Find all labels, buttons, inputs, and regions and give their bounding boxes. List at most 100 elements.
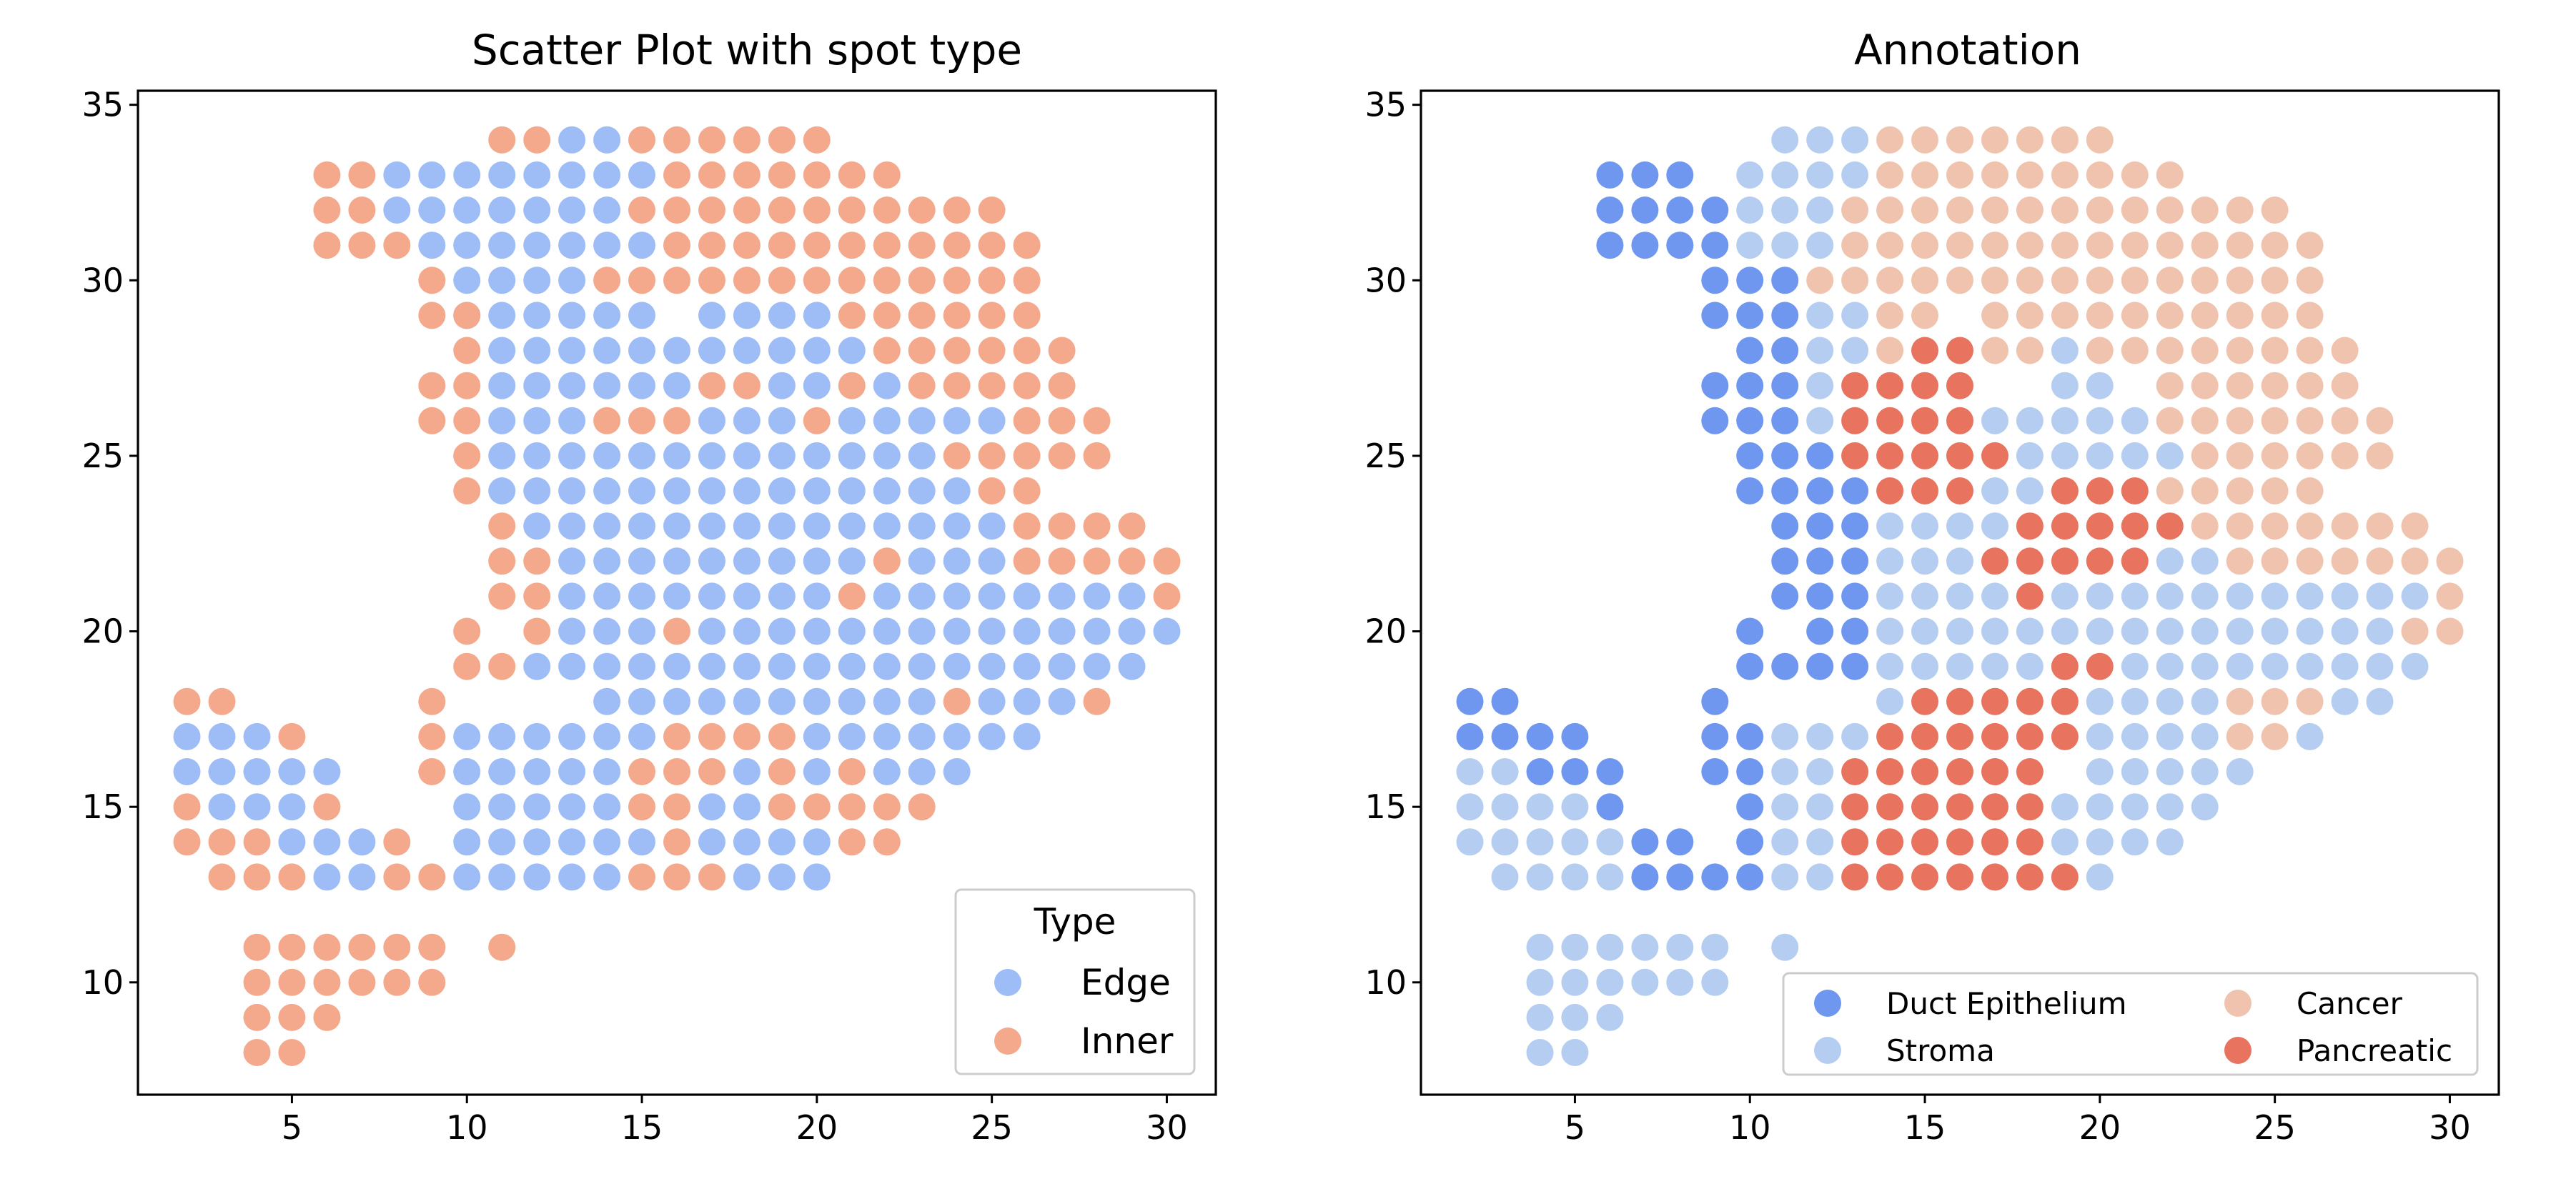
data-point [1911, 161, 1938, 189]
data-point [1736, 161, 1764, 189]
series-inner [173, 126, 1181, 1066]
data-point [488, 302, 516, 329]
data-point [1806, 582, 1834, 610]
data-point [663, 126, 690, 154]
data-point [768, 126, 796, 154]
data-point [663, 687, 690, 715]
data-point [803, 442, 831, 469]
data-point [1911, 547, 1938, 575]
data-point [943, 617, 971, 645]
data-point [558, 617, 586, 645]
data-point [733, 477, 761, 504]
y-tick-label: 30 [1364, 261, 1407, 299]
data-point [1911, 126, 1938, 154]
data-point [1736, 267, 1764, 294]
data-point [698, 372, 725, 399]
series-pancreatic [1841, 337, 2184, 891]
data-point [313, 968, 341, 996]
data-point [838, 337, 866, 364]
data-point [2121, 617, 2149, 645]
data-point [208, 687, 236, 715]
data-point [2261, 196, 2289, 224]
data-point [733, 687, 761, 715]
x-tick-label: 20 [796, 1108, 838, 1147]
data-point [1841, 547, 1869, 575]
data-point [593, 232, 621, 259]
data-point [278, 968, 306, 996]
data-point [908, 547, 936, 575]
y-tick-label: 25 [1364, 437, 1407, 475]
data-point [1981, 442, 2008, 469]
data-point [1946, 337, 1973, 364]
data-point [1561, 863, 1589, 891]
data-point [1876, 161, 1904, 189]
data-point [1911, 687, 1938, 715]
data-point [1666, 933, 1694, 961]
data-point [803, 687, 831, 715]
data-point [908, 793, 936, 821]
data-point [698, 687, 725, 715]
x-tick-label: 5 [1565, 1108, 1585, 1147]
data-point [2191, 652, 2219, 680]
data-point [593, 617, 621, 645]
data-point [2401, 582, 2429, 610]
data-point [593, 512, 621, 540]
data-point [733, 722, 761, 750]
chart-title: Annotation [1854, 26, 2081, 74]
data-point [1771, 196, 1799, 224]
data-point [2086, 863, 2114, 891]
data-point [2051, 126, 2079, 154]
data-point [2121, 302, 2149, 329]
data-point [1118, 652, 1146, 680]
data-point [1981, 863, 2008, 891]
data-point [733, 863, 761, 891]
data-point [383, 232, 411, 259]
data-point [558, 828, 586, 856]
data-point [768, 267, 796, 294]
data-point [1771, 407, 1799, 434]
data-point [1806, 126, 1834, 154]
data-point [2086, 547, 2114, 575]
x-tick-label: 10 [446, 1108, 488, 1147]
data-point [1911, 863, 1938, 891]
data-point [488, 267, 516, 294]
data-point [418, 968, 446, 996]
x-tick-label: 20 [2079, 1108, 2121, 1147]
data-point [1981, 196, 2008, 224]
data-point [1736, 758, 1764, 785]
data-point [943, 337, 971, 364]
data-point [663, 547, 690, 575]
data-point [768, 477, 796, 504]
data-point [243, 1039, 271, 1066]
data-point [838, 652, 866, 680]
data-point [1841, 161, 1869, 189]
data-point [1048, 687, 1076, 715]
legend: Duct Epithelium Stroma Cancer Pancreatic [1782, 972, 2479, 1076]
data-point [2051, 161, 2079, 189]
data-point [313, 232, 341, 259]
data-point [2366, 407, 2394, 434]
data-point [1083, 617, 1111, 645]
data-point [2366, 652, 2394, 680]
data-point [348, 161, 376, 189]
data-point [908, 722, 936, 750]
data-point [1701, 758, 1729, 785]
data-point [663, 758, 690, 785]
data-point [1013, 512, 1041, 540]
data-point [1876, 407, 1904, 434]
data-point [1841, 407, 1869, 434]
data-point [2331, 617, 2359, 645]
data-point [978, 617, 1006, 645]
data-point [803, 407, 831, 434]
axis-ticks: 5 10 15 20 25 30 10 15 20 25 30 35 [1364, 86, 2470, 1147]
data-point [2086, 582, 2114, 610]
data-point [2121, 828, 2149, 856]
data-point [453, 793, 481, 821]
data-point [1736, 302, 1764, 329]
data-point [2051, 337, 2079, 364]
data-point [663, 372, 690, 399]
data-point [1013, 442, 1041, 469]
data-point [2331, 652, 2359, 680]
data-point [873, 196, 901, 224]
data-point [488, 512, 516, 540]
